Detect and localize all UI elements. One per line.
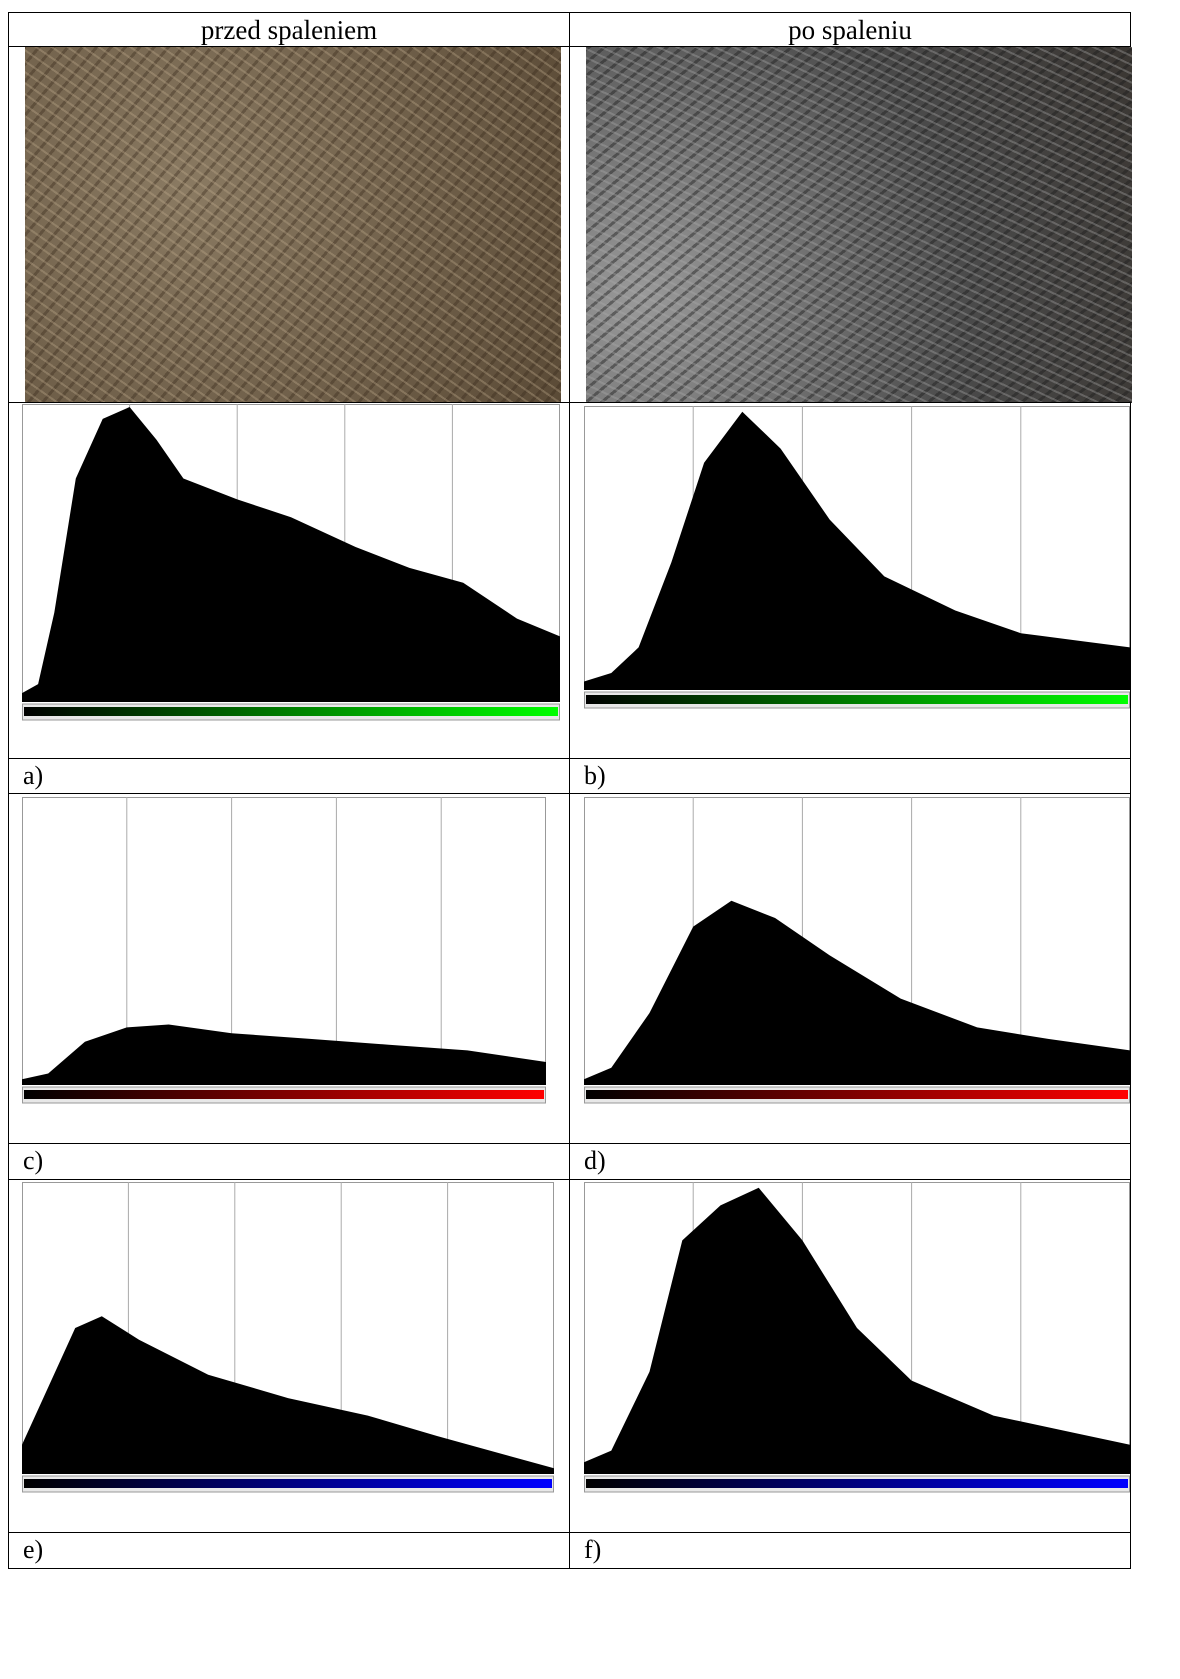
label: f) (569, 1532, 1131, 1569)
color-bar (586, 695, 1128, 704)
histogram (22, 1182, 554, 1494)
color-bar (24, 1479, 552, 1488)
histogram (22, 404, 560, 722)
histogram (584, 406, 1130, 710)
color-bar (24, 1090, 544, 1099)
column-header: po spaleniu (569, 12, 1131, 47)
photo-after (586, 47, 1132, 403)
histogram (584, 1182, 1130, 1494)
photo-before (25, 47, 561, 403)
label: d) (569, 1143, 1131, 1180)
label: e) (8, 1532, 570, 1569)
histogram (584, 797, 1130, 1105)
photo-cell (8, 46, 570, 403)
column-header: przed spaleniem (8, 12, 570, 47)
color-bar (586, 1479, 1128, 1488)
histogram (22, 797, 546, 1105)
label: b) (569, 758, 1131, 794)
color-bar (24, 707, 558, 716)
color-bar (586, 1090, 1128, 1099)
photo-cell (569, 46, 1131, 403)
page: przed spaleniem po spaleniu a) b) c) d) … (0, 0, 1180, 1679)
label: c) (8, 1143, 570, 1180)
label: a) (8, 758, 570, 794)
